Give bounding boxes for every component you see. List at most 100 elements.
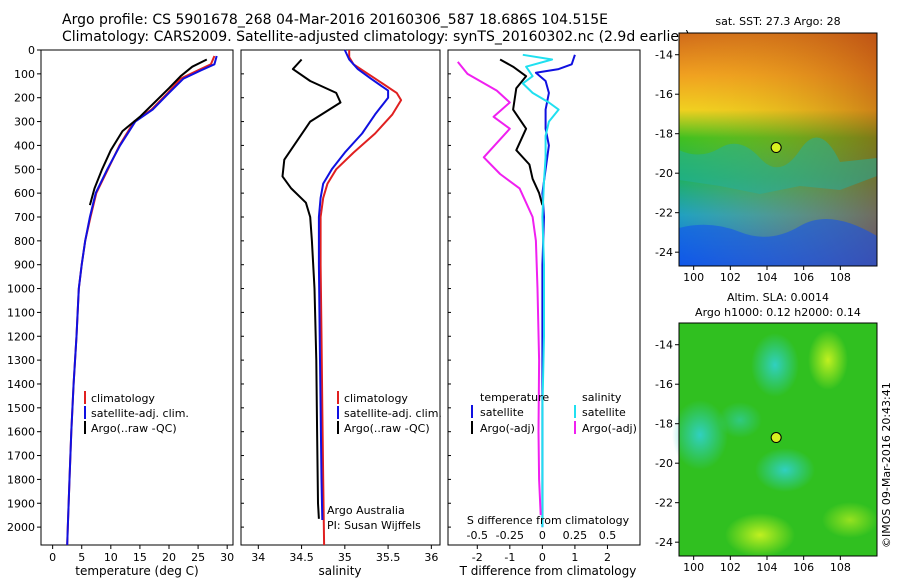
x-tick-label: 35.5 — [376, 551, 401, 564]
map-y-tick-label: -22 — [655, 207, 673, 220]
series-line-argo-raw-qc- — [88, 58, 208, 206]
sla-low-3 — [755, 448, 815, 492]
map-x-tick-label: 106 — [793, 271, 814, 284]
salinity-legend: climatology satellite-adj. clim. Argo(..… — [337, 391, 442, 435]
x-tick-label: 25 — [191, 551, 205, 564]
climatology-title: Climatology: CARS2009. Satellite-adjuste… — [62, 29, 691, 45]
sal-legend-argo: Argo(..raw -QC) — [344, 422, 430, 435]
y-tick-label: 1400 — [7, 378, 35, 391]
y-tick-label: 1200 — [7, 330, 35, 343]
sla-ticks: 100 102 104 106 108 -14 -16 -18 -20 -22 -24 — [655, 339, 851, 574]
sla-low-4 — [718, 402, 762, 438]
legend-salinity-heading: salinity — [582, 391, 622, 404]
sla-argo-location-marker — [770, 432, 782, 444]
x-tick-label: 0 — [49, 551, 56, 564]
series-line-satellite-salinity- — [521, 53, 560, 528]
difference-ticks: -2 -1 0 1 2 — [448, 49, 611, 564]
sst-frame — [678, 32, 878, 267]
difference-series — [457, 53, 576, 528]
diff-legend-argo-t: Argo(-adj) — [480, 422, 535, 435]
x-tick-label: 0 — [539, 551, 546, 564]
x-tick-label: 34 — [251, 551, 265, 564]
legend-temperature-heading: temperature — [480, 391, 549, 404]
x-tick-label: -2 — [472, 551, 483, 564]
map-x-tick-label: 104 — [757, 271, 778, 284]
y-tick-label: 300 — [14, 116, 35, 129]
diff-legend-argo-s: Argo(-adj) — [582, 422, 637, 435]
series-line-argo-raw-qc- — [281, 58, 342, 519]
y-tick-label: 600 — [14, 187, 35, 200]
sla-subtitle: Argo h1000: 0.12 h2000: 0.14 — [695, 306, 861, 319]
map-x-tick-label: 106 — [793, 561, 814, 574]
y-tick-label: 1500 — [7, 402, 35, 415]
argo-australia-note: Argo Australia — [327, 504, 405, 517]
series-line-satellite-adj-clim- — [66, 55, 218, 546]
map-y-tick-label: -18 — [655, 128, 673, 141]
y-tick-label: 1000 — [7, 283, 35, 296]
map-y-tick-label: -14 — [655, 49, 673, 62]
y-tick-label: 1700 — [7, 450, 35, 463]
map-y-tick-label: -16 — [655, 378, 673, 391]
t-difference-xlabel: T difference from climatology — [459, 564, 637, 578]
x-tick-label: 30 — [220, 551, 234, 564]
sla-high-2 — [725, 513, 795, 557]
temperature-legend: climatology satellite-adj. clim. Argo(..… — [84, 391, 189, 435]
x-tick-label: 35 — [338, 551, 352, 564]
x-tick-label: 1 — [571, 551, 578, 564]
map-y-tick-label: -24 — [655, 536, 673, 549]
temp-legend-climatology: climatology — [91, 392, 155, 405]
map-x-tick-label: 102 — [720, 561, 741, 574]
salinity-ticks: 34 34.5 35 35.5 36 — [241, 49, 438, 564]
map-y-tick-label: -16 — [655, 88, 673, 101]
map-y-tick-label: -20 — [655, 457, 673, 470]
temp-legend-satellite: satellite-adj. clim. — [91, 407, 189, 420]
s-difference-label: S difference from climatology — [467, 514, 630, 527]
series-line-argo-adj-salinity- — [457, 61, 542, 516]
x-tick-label: -1 — [504, 551, 515, 564]
profile-title: Argo profile: CS 5901678_268 04-Mar-2016… — [62, 12, 609, 28]
y-tick-label: 200 — [14, 92, 35, 105]
series-line-climatology — [319, 50, 403, 546]
y-tick-label: 400 — [14, 139, 35, 152]
sla-high-1 — [808, 330, 848, 390]
sla-title: Altim. SLA: 0.0014 — [727, 291, 829, 304]
map-y-tick-label: -14 — [655, 339, 673, 352]
s-tick-label: 0.25 — [563, 529, 588, 542]
s-difference-ticks: -0.5 -0.25 0 0.25 0.5 — [467, 529, 617, 542]
sal-legend-satellite: satellite-adj. clim. — [344, 407, 442, 420]
s-tick-label: 0 — [539, 529, 546, 542]
x-tick-label: 34.5 — [289, 551, 314, 564]
sst-cool-water — [679, 218, 877, 266]
y-tick-label: 700 — [14, 211, 35, 224]
y-tick-label: 1300 — [7, 354, 35, 367]
diff-legend-satellite-s: satellite — [582, 406, 626, 419]
x-tick-label: 2 — [604, 551, 611, 564]
map-x-tick-label: 108 — [830, 561, 851, 574]
map-x-tick-label: 100 — [683, 271, 704, 284]
salinity-xlabel: salinity — [318, 564, 361, 578]
difference-axes — [447, 49, 641, 546]
x-tick-label: 15 — [133, 551, 147, 564]
s-tick-label: -0.25 — [496, 529, 524, 542]
s-tick-label: -0.5 — [467, 529, 488, 542]
salinity-series — [281, 49, 403, 546]
y-tick-label: 1900 — [7, 497, 35, 510]
salinity-axes — [240, 49, 441, 546]
y-tick-label: 1100 — [7, 306, 35, 319]
diff-legend-satellite-t: satellite — [480, 406, 524, 419]
y-tick-label: 2000 — [7, 521, 35, 534]
y-tick-label: 500 — [14, 163, 35, 176]
y-tick-label: 0 — [28, 44, 35, 57]
y-tick-label: 800 — [14, 235, 35, 248]
sal-legend-climatology: climatology — [344, 392, 408, 405]
y-tick-label: 100 — [14, 68, 35, 81]
x-tick-label: 20 — [162, 551, 176, 564]
map-x-tick-label: 104 — [757, 561, 778, 574]
x-tick-label: 5 — [78, 551, 85, 564]
map-x-tick-label: 108 — [830, 271, 851, 284]
temperature-axes — [40, 49, 234, 546]
y-tick-label: 1600 — [7, 426, 35, 439]
sla-high-3 — [822, 502, 878, 538]
y-tick-label: 1800 — [7, 473, 35, 486]
